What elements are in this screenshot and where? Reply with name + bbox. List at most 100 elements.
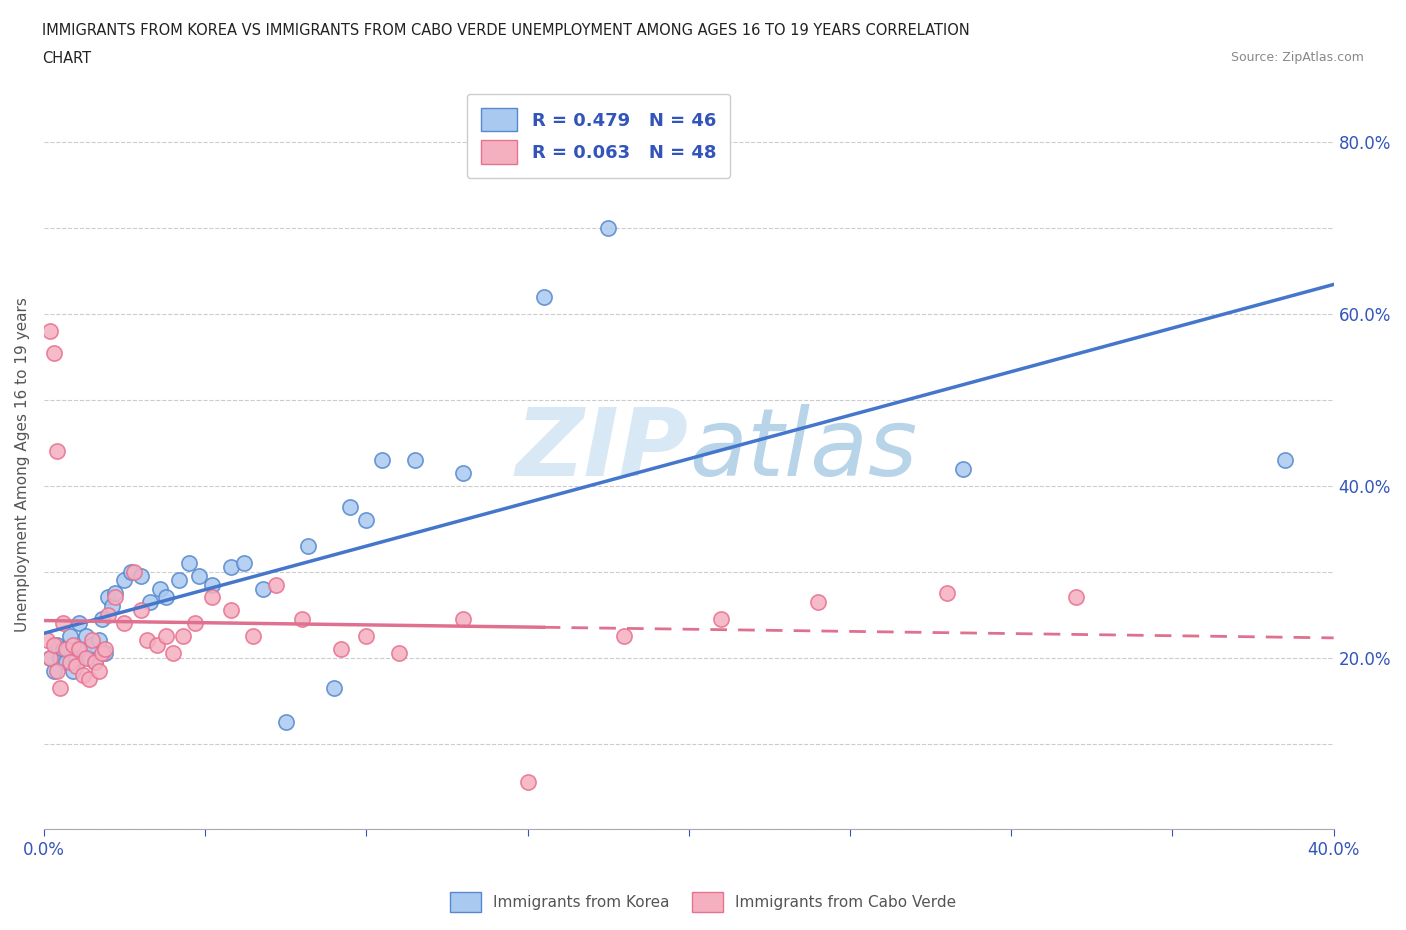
- Point: [114, 616, 136, 631]
- Point: [232, 556, 254, 571]
- Text: ZIP: ZIP: [516, 404, 689, 496]
- Point: [39, 650, 62, 665]
- Point: [252, 581, 274, 596]
- Point: [952, 461, 974, 476]
- Point: [169, 573, 191, 588]
- Point: [52, 642, 75, 657]
- Text: Source: ZipAtlas.com: Source: ZipAtlas.com: [1230, 51, 1364, 64]
- Point: [323, 680, 346, 695]
- Point: [97, 590, 120, 604]
- Point: [62, 663, 84, 678]
- Point: [87, 663, 110, 678]
- Point: [84, 655, 107, 670]
- Point: [149, 581, 172, 596]
- Point: [219, 560, 242, 575]
- Point: [1064, 590, 1087, 604]
- Point: [200, 590, 222, 604]
- Point: [104, 590, 127, 604]
- Point: [82, 637, 104, 652]
- Point: [136, 633, 159, 648]
- Point: [187, 568, 209, 583]
- Point: [84, 655, 107, 670]
- Point: [807, 594, 830, 609]
- Point: [387, 645, 409, 660]
- Point: [710, 612, 733, 627]
- Point: [371, 453, 394, 468]
- Point: [67, 642, 90, 657]
- Y-axis label: Unemployment Among Ages 16 to 19 years: Unemployment Among Ages 16 to 19 years: [15, 297, 30, 631]
- Point: [219, 603, 242, 618]
- Point: [404, 453, 426, 468]
- Point: [1274, 453, 1296, 468]
- Point: [45, 637, 67, 652]
- Point: [264, 578, 287, 592]
- Point: [39, 324, 62, 339]
- Point: [55, 655, 77, 670]
- Point: [120, 565, 142, 579]
- Point: [598, 220, 620, 235]
- Point: [329, 642, 352, 657]
- Point: [451, 466, 474, 481]
- Point: [90, 612, 112, 627]
- Point: [122, 565, 145, 579]
- Point: [155, 629, 177, 644]
- Point: [129, 568, 152, 583]
- Point: [94, 645, 117, 660]
- Point: [55, 642, 77, 657]
- Point: [65, 658, 87, 673]
- Point: [242, 629, 264, 644]
- Point: [297, 538, 319, 553]
- Point: [155, 590, 177, 604]
- Point: [77, 671, 100, 686]
- Point: [67, 616, 90, 631]
- Point: [72, 668, 94, 683]
- Point: [613, 629, 636, 644]
- Point: [100, 599, 122, 614]
- Point: [291, 612, 314, 627]
- Point: [75, 629, 97, 644]
- Point: [75, 650, 97, 665]
- Point: [162, 645, 184, 660]
- Point: [172, 629, 194, 644]
- Point: [356, 629, 378, 644]
- Text: CHART: CHART: [42, 51, 91, 66]
- Point: [90, 645, 112, 660]
- Point: [177, 556, 200, 571]
- Point: [39, 650, 62, 665]
- Point: [274, 714, 297, 729]
- Point: [184, 616, 207, 631]
- Point: [59, 655, 82, 670]
- Point: [451, 612, 474, 627]
- Point: [200, 578, 222, 592]
- Point: [45, 663, 67, 678]
- Point: [37, 633, 59, 648]
- Point: [129, 603, 152, 618]
- Point: [97, 607, 120, 622]
- Point: [49, 680, 72, 695]
- Point: [49, 650, 72, 665]
- Legend: R = 0.479   N = 46, R = 0.063   N = 48: R = 0.479 N = 46, R = 0.063 N = 48: [467, 94, 731, 178]
- Point: [516, 775, 538, 790]
- Point: [65, 650, 87, 665]
- Point: [45, 444, 67, 458]
- Point: [42, 345, 65, 360]
- Point: [52, 616, 75, 631]
- Point: [114, 573, 136, 588]
- Text: IMMIGRANTS FROM KOREA VS IMMIGRANTS FROM CABO VERDE UNEMPLOYMENT AMONG AGES 16 T: IMMIGRANTS FROM KOREA VS IMMIGRANTS FROM…: [42, 23, 970, 38]
- Point: [94, 642, 117, 657]
- Point: [533, 289, 555, 304]
- Point: [77, 650, 100, 665]
- Legend: Immigrants from Korea, Immigrants from Cabo Verde: Immigrants from Korea, Immigrants from C…: [444, 886, 962, 918]
- Point: [42, 637, 65, 652]
- Point: [59, 629, 82, 644]
- Point: [356, 512, 378, 527]
- Point: [935, 586, 957, 601]
- Point: [87, 633, 110, 648]
- Point: [72, 642, 94, 657]
- Point: [42, 663, 65, 678]
- Point: [104, 586, 127, 601]
- Point: [339, 499, 361, 514]
- Text: atlas: atlas: [689, 405, 917, 496]
- Point: [139, 594, 162, 609]
- Point: [82, 633, 104, 648]
